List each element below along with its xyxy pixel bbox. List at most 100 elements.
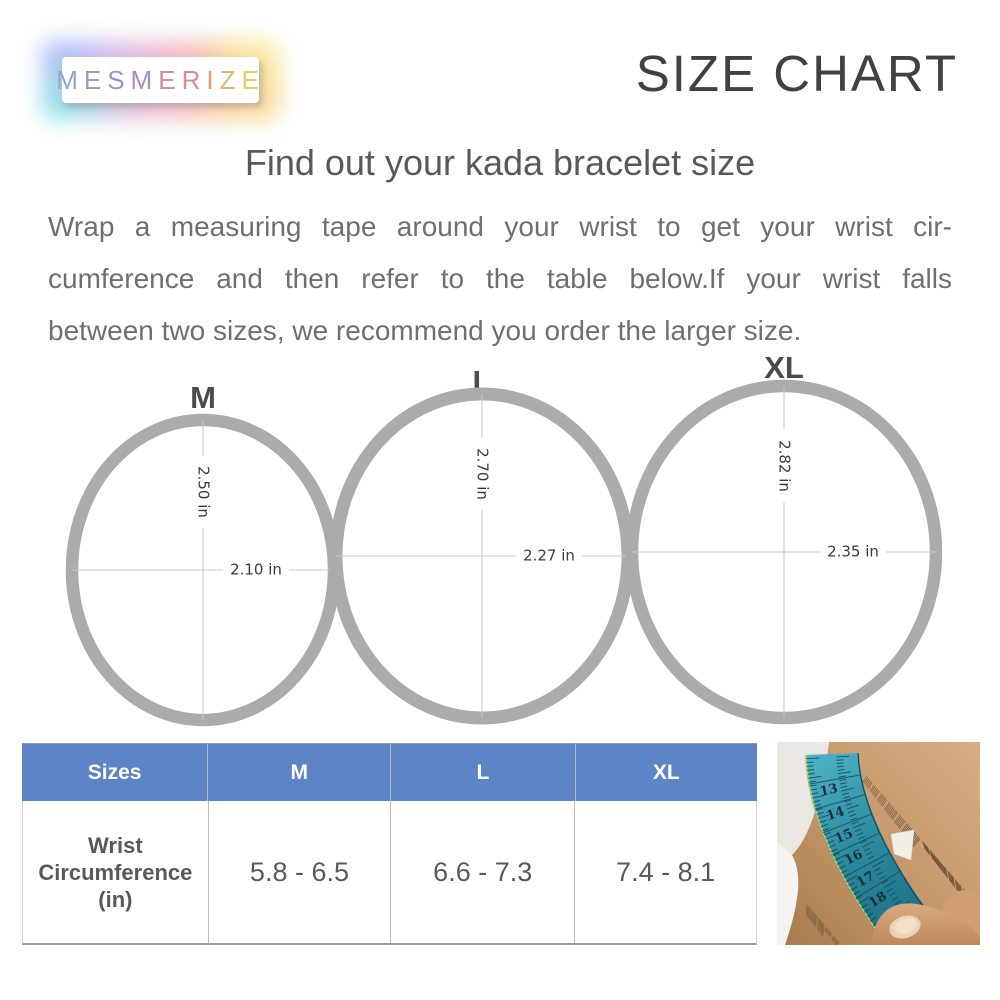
hair-stroke [930,850,934,860]
intro-line: Wrap a measuring tape around your wrist … [48,211,952,242]
tape-tick [889,891,896,897]
tape-tick [892,896,899,901]
logo-letter: E [158,65,182,95]
size-table: Sizes M L XL Wrist Circumference (in) 5.… [22,743,757,945]
hair-stroke [872,788,878,796]
hair-stroke [824,926,827,932]
hair-stroke [948,872,951,882]
tape-tick [814,803,822,807]
horizontal-diameter-label: 2.10 in [230,561,282,579]
vertical-diameter-label: 2.50 in [195,466,213,518]
tape-tick [848,882,855,887]
hair-stroke [834,939,838,945]
hair-stroke [819,920,822,933]
tape-division-line [855,870,901,899]
tape-tick [864,908,871,913]
logo-letter: R [181,65,207,95]
tape-tick [840,785,848,789]
tape-tick [816,811,824,815]
hair-stroke [936,857,939,867]
tape-tick [808,780,816,783]
hair-stroke [814,914,816,927]
tape-tick [820,823,828,828]
intro-line: between two sizes, we recommend you orde… [48,315,802,346]
hair-stroke [811,910,813,923]
tape-tick [809,784,817,787]
hair-stroke [950,874,953,885]
tape-division-line [815,794,866,810]
tape-number: 14 [825,804,847,824]
hair-stroke [817,918,820,930]
hair-stroke [924,843,928,853]
hair-stroke [898,820,906,830]
tape-tick [867,912,874,918]
tape-tick [844,799,852,803]
hair-stroke [869,784,875,792]
tape-number: 15 [833,826,856,847]
hair-stroke [933,854,937,864]
tape-tick [819,819,827,824]
tape-tick [822,827,830,832]
hair-stroke [831,935,835,941]
horizontal-diameter-label: 2.35 in [827,543,879,561]
tape-tick [836,762,844,765]
hair-stroke [884,803,891,811]
hair-stroke [871,787,877,794]
hair-stroke [832,936,836,942]
tape-tick [838,775,846,778]
hair-stroke [835,940,839,945]
hair-stroke [829,932,832,938]
tape-tick [815,807,823,811]
hair-stroke [887,807,894,815]
tape-tick [836,755,850,758]
tape-band [805,753,939,945]
tape-tick [850,886,858,891]
tape-right-edge [857,752,939,927]
hair-stroke [944,867,947,877]
hair-stroke [956,880,958,892]
table-header-row: Sizes M L XL [22,743,757,801]
tape-division-line [832,832,880,856]
hair-stroke [810,909,812,921]
hair-stroke [953,877,955,888]
hair-stroke [926,845,930,855]
column-header: XL [574,744,757,801]
hair-stroke [922,840,926,850]
vertical-diameter-label: 2.82 in [776,440,794,492]
tape-number: 13 [818,781,839,800]
tape-tick [848,813,856,817]
tape-tick [884,880,896,889]
tape-tick [832,852,840,857]
tape-tick [807,769,815,771]
tape-tick [839,865,846,870]
hair-stroke [827,930,830,936]
hair-stroke [943,865,946,876]
hair-stroke [940,862,943,872]
hair-stroke [813,913,815,925]
tape-tick [843,795,851,799]
tape-tick [861,841,874,848]
measuring-tape [805,752,939,945]
size-ring-l: L 2.70 in 2.27 in [330,368,634,725]
hair-stroke [885,804,892,813]
hair-stroke [912,837,920,846]
size-ring-xl: XL 2.82 in 2.35 in [625,352,943,725]
tape-tick [879,875,886,880]
tape-tick [895,900,902,906]
hair-stroke [864,778,870,785]
table-value: 5.8 - 6.5 [207,801,391,943]
intro-line: cumference and then refer to the table b… [48,263,952,294]
tape-tick [836,765,845,768]
ring-size-label: XL [764,352,804,385]
hair-stroke [883,802,890,810]
tape-tick [827,840,835,844]
tape-tick [841,787,855,792]
hair-stroke [897,818,904,827]
hair-stroke [874,790,880,798]
tape-tick [867,855,875,860]
size-ring-m: M 2.50 in 2.10 in [65,382,341,727]
hair-stroke [945,868,948,879]
tape-tick [861,903,868,909]
row-label: Wrist Circumference (in) [38,832,193,912]
